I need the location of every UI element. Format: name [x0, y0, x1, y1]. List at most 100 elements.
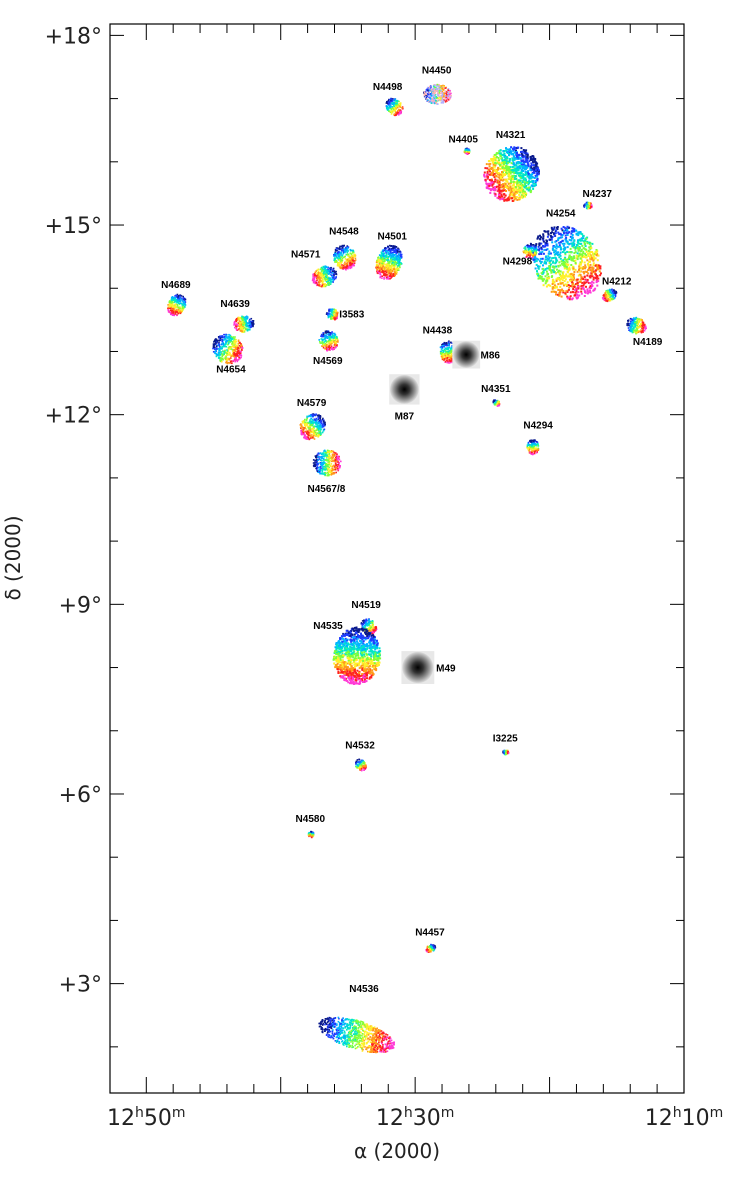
velocity-pixel: [543, 260, 546, 263]
velocity-pixel: [397, 109, 400, 111]
velocity-pixel: [594, 257, 597, 260]
velocity-pixel: [394, 256, 396, 259]
velocity-pixel: [423, 94, 426, 96]
velocity-pixel: [558, 233, 561, 236]
velocity-pixel: [443, 92, 446, 94]
velocity-pixel: [341, 267, 344, 270]
velocity-pixel: [498, 185, 501, 188]
velocity-pixel: [517, 165, 520, 168]
velocity-pixel: [595, 281, 598, 284]
velocity-pixel: [167, 304, 169, 306]
velocity-pixel: [587, 252, 589, 255]
velocity-pixel: [329, 267, 331, 269]
velocity-pixel: [391, 105, 394, 108]
velocity-pixel: [350, 265, 353, 268]
velocity-pixel: [613, 289, 615, 291]
velocity-pixel: [510, 146, 513, 149]
velocity-pixel: [381, 266, 383, 268]
velocity-pixel: [537, 267, 540, 270]
velocity-pixel: [585, 201, 588, 204]
velocity-pixel: [339, 260, 342, 263]
velocity-pixel: [179, 295, 181, 298]
velocity-pixel: [427, 89, 429, 92]
velocity-pixel: [496, 181, 499, 184]
velocity-pixel: [588, 252, 591, 255]
velocity-pixel: [545, 261, 547, 264]
velocity-pixel: [177, 307, 180, 310]
velocity-pixel: [567, 296, 570, 299]
velocity-pixel: [331, 275, 333, 278]
velocity-pixel: [586, 203, 589, 206]
velocity-pixel: [538, 253, 541, 256]
velocity-pixel: [394, 247, 397, 250]
velocity-pixel: [395, 102, 397, 105]
velocity-pixel: [552, 257, 555, 259]
velocity-pixel: [392, 255, 394, 257]
velocity-pixel: [425, 97, 427, 100]
velocity-pixel: [586, 259, 589, 262]
velocity-pixel: [508, 183, 511, 186]
velocity-pixel: [386, 267, 388, 270]
velocity-pixel: [633, 319, 635, 322]
velocity-pixel: [336, 344, 338, 346]
velocity-pixel: [447, 88, 450, 90]
velocity-pixel: [176, 314, 178, 317]
velocity-pixel: [532, 155, 535, 158]
velocity-pixel: [332, 274, 334, 277]
velocity-pixel: [561, 239, 564, 242]
galaxy-n4569: [318, 330, 339, 352]
velocity-pixel: [549, 238, 552, 241]
velocity-pixel: [555, 278, 558, 281]
velocity-pixel: [328, 313, 331, 316]
velocity-pixel: [335, 248, 338, 250]
velocity-pixel: [508, 168, 511, 171]
velocity-pixel: [511, 169, 514, 171]
velocity-pixel: [318, 273, 321, 275]
velocity-pixel: [588, 260, 591, 263]
velocity-pixel: [533, 169, 536, 172]
velocity-pixel: [245, 321, 247, 324]
velocity-pixel: [504, 179, 507, 182]
velocity-pixel: [508, 194, 511, 197]
velocity-pixel: [559, 290, 562, 293]
velocity-pixel: [520, 152, 523, 155]
velocity-pixel: [394, 100, 397, 102]
velocity-pixel: [517, 186, 520, 189]
velocity-pixel: [582, 284, 585, 287]
velocity-pixel: [383, 273, 386, 275]
velocity-pixel: [336, 337, 338, 340]
velocity-pixel: [506, 156, 508, 159]
velocity-pixel: [377, 256, 380, 258]
velocity-pixel: [492, 174, 495, 177]
velocity-pixel: [579, 239, 582, 242]
velocity-pixel: [397, 260, 399, 262]
velocity-pixel: [395, 105, 397, 108]
velocity-pixel: [327, 348, 329, 350]
velocity-pixel: [505, 190, 508, 192]
velocity-pixel: [339, 267, 342, 270]
velocity-pixel: [510, 189, 513, 192]
velocity-pixel: [570, 242, 573, 245]
velocity-pixel: [395, 253, 397, 256]
velocity-pixel: [340, 259, 342, 261]
velocity-pixel: [534, 181, 537, 184]
velocity-pixel: [325, 275, 327, 277]
velocity-pixel: [636, 329, 638, 331]
velocity-pixel: [430, 102, 433, 104]
velocity-pixel: [328, 347, 331, 350]
velocity-pixel: [519, 184, 522, 187]
velocity-pixel: [347, 253, 349, 255]
velocity-pixel: [636, 320, 639, 323]
velocity-pixel: [583, 289, 586, 292]
velocity-pixel: [178, 299, 180, 301]
velocity-pixel: [429, 87, 432, 89]
velocity-pixel: [635, 332, 637, 335]
velocity-pixel: [503, 150, 506, 152]
velocity-pixel: [388, 270, 391, 273]
velocity-pixel: [442, 85, 445, 88]
velocity-pixel: [490, 171, 493, 174]
velocity-pixel: [510, 181, 513, 184]
velocity-pixel: [522, 149, 525, 151]
velocity-pixel: [585, 207, 588, 209]
velocity-pixel: [586, 278, 589, 281]
